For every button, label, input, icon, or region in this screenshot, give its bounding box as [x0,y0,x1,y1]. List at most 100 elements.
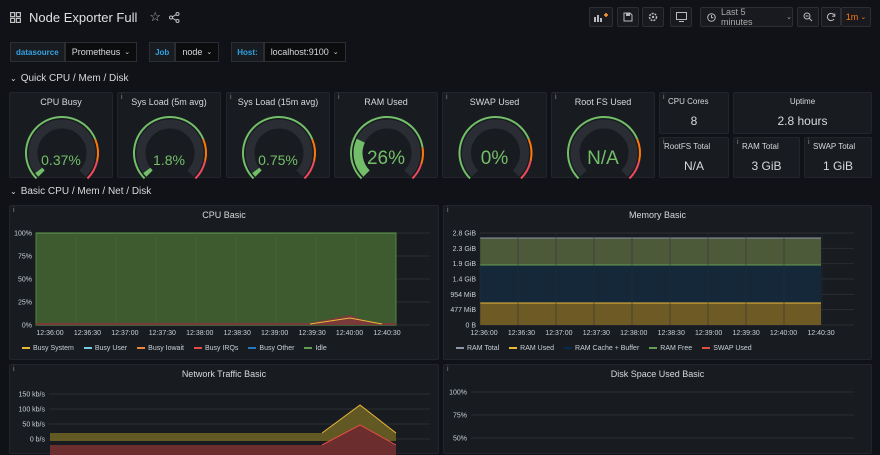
info-icon[interactable]: i [663,94,665,101]
ram-free-area [480,238,821,265]
host-select[interactable]: localhost:9100 ⌄ [263,42,346,62]
stat-panel-cpu-cores[interactable]: i CPU Cores 8 [659,92,729,134]
info-icon[interactable]: i [447,207,449,214]
x-tick-label: 12:36:00 [36,330,63,337]
y-tick-label: 100% [449,390,467,397]
panel-title: SWAP Total [813,142,856,151]
x-tick-label: 12:36:00 [470,330,497,337]
rx-line [321,424,397,446]
gauge-panel[interactable]: i Sys Load (15m avg) 0.75% [226,92,330,179]
zoom-out-button[interactable] [797,7,819,27]
share-icon[interactable] [169,11,180,23]
gauge-value: 1.8% [153,152,185,168]
x-tick-label: 12:38:30 [224,330,251,337]
legend-item[interactable]: Busy Other [248,345,294,352]
tv-mode-button[interactable] [670,7,692,27]
chevron-down-icon: ⌄ [10,187,17,196]
stat-panel-swap-total[interactable]: i SWAP Total 1 GiB [804,137,872,178]
ram-cache-area [480,265,821,303]
info-icon[interactable]: i [555,94,557,101]
legend-item[interactable]: Idle [304,345,327,352]
stat-panel-rootfs-total[interactable]: i RootFS Total N/A [659,137,729,178]
info-icon[interactable]: i [737,139,739,146]
gauge-panel[interactable]: i RAM Used 26% [334,92,438,179]
row-quick-cpu-mem-disk[interactable]: ⌄ Quick CPU / Mem / Disk [10,73,129,84]
x-tick-label: 12:40:30 [807,330,834,337]
gauge-panel[interactable]: i Root FS Used N/A [551,92,655,179]
stat-value: 2.8 hours [777,114,828,128]
info-icon[interactable]: i [808,139,810,146]
dashboards-grid-icon[interactable] [10,11,21,23]
stat-panel-uptime[interactable]: Uptime 2.8 hours [733,92,872,134]
gauge-threshold [94,138,99,162]
info-icon[interactable]: i [338,94,340,101]
add-panel-button[interactable] [589,7,613,27]
gauge-value: 26% [366,148,406,169]
info-icon[interactable]: i [230,94,232,101]
gauge-arc [350,116,424,179]
gauge-value: 0.37% [41,152,81,168]
network-traffic-panel[interactable]: i Network Traffic Basic 150 kb/s 100 kb/s… [9,364,439,455]
top-bar: Node Exporter Full ☆ Last 5 minutes ⌄ 1m… [0,0,880,34]
gauge-panel[interactable]: i SWAP Used 0% [442,92,547,179]
gauge-panel[interactable]: i Sys Load (5m avg) 1.8% [117,92,221,179]
legend-item[interactable]: Busy User [83,345,127,352]
x-tick-label: 12:38:00 [620,330,647,337]
gauge-threshold [194,160,207,179]
star-icon[interactable]: ☆ [149,9,162,24]
row-basic-cpu-mem-net-disk[interactable]: ⌄ Basic CPU / Mem / Net / Disk [10,186,151,197]
legend-item[interactable]: Busy System [22,345,74,352]
chevron-down-icon: ⌄ [786,14,792,21]
x-tick-label: 12:38:00 [186,330,213,337]
gauge-threshold [202,138,207,162]
job-select[interactable]: node ⌄ [175,42,220,62]
dashboard-title[interactable]: Node Exporter Full [29,9,138,25]
datasource-select[interactable]: Prometheus ⌄ [64,42,138,62]
gauge-threshold [303,160,316,179]
refresh-button[interactable] [821,7,841,27]
gauge-value: 0% [480,148,509,169]
legend-item[interactable]: Busy IRQs [193,345,238,352]
stat-panel-ram-total[interactable]: i RAM Total 3 GiB [733,137,800,178]
legend-item[interactable]: RAM Free [649,345,692,352]
legend-item[interactable]: RAM Cache + Buffer [564,345,639,352]
stat-value: N/A [683,159,704,173]
cpu-basic-panel[interactable]: i CPU Basic 100% 75% 50% 25% 0% 12:36:00 12:36… [9,205,439,360]
x-tick-label: 12:40:30 [373,330,400,337]
x-tick-label: 12:39:30 [298,330,325,337]
legend-item[interactable]: RAM Total [456,345,499,352]
y-tick-label: 2.3 GiB [453,246,477,253]
tx-line [321,404,397,434]
memory-basic-panel[interactable]: i Memory Basic 2.8 GiB 2.3 GiB 1.9 GiB 1.4 … [443,205,872,360]
info-icon[interactable]: i [13,366,15,373]
gauge-arc [133,116,207,179]
info-icon[interactable]: i [447,366,449,373]
memory-legend: RAM Total RAM Used RAM Cache + Buffer RAM F… [456,345,752,352]
settings-button[interactable] [642,7,664,27]
info-icon[interactable]: i [663,139,665,146]
legend-item[interactable]: SWAP Used [702,345,752,352]
row-title: Quick CPU / Mem / Disk [20,73,129,84]
gauge-threshold [411,163,423,179]
panel-title: Disk Space Used Basic [610,369,705,379]
info-icon[interactable]: i [121,94,123,101]
gauge-threshold [458,116,530,179]
gauge-threshold [628,160,641,179]
disk-space-panel[interactable]: i Disk Space Used Basic 100% 75% 50% [443,364,872,454]
y-tick-label: 150 kb/s [19,392,46,399]
panel-title: Network Traffic Basic [181,369,267,379]
gauge-fill [252,167,262,177]
time-picker-button[interactable]: Last 5 minutes ⌄ [700,7,793,27]
legend-item[interactable]: RAM Used [509,345,554,352]
refresh-interval-picker[interactable]: 1m ⌄ [841,7,871,27]
gauge-value: 0.75% [258,152,298,168]
panel-title: Sys Load (15m avg) [237,97,319,107]
legend-item[interactable]: Busy Iowait [137,345,184,352]
info-icon[interactable]: i [446,94,448,101]
info-icon[interactable]: i [13,207,15,214]
gauge-panel[interactable]: CPU Busy 0.37% [9,92,113,179]
panel-title: Memory Basic [628,210,686,220]
rx-area [50,425,396,455]
save-dashboard-button[interactable] [617,7,639,27]
x-tick-label: 12:36:30 [74,330,101,337]
